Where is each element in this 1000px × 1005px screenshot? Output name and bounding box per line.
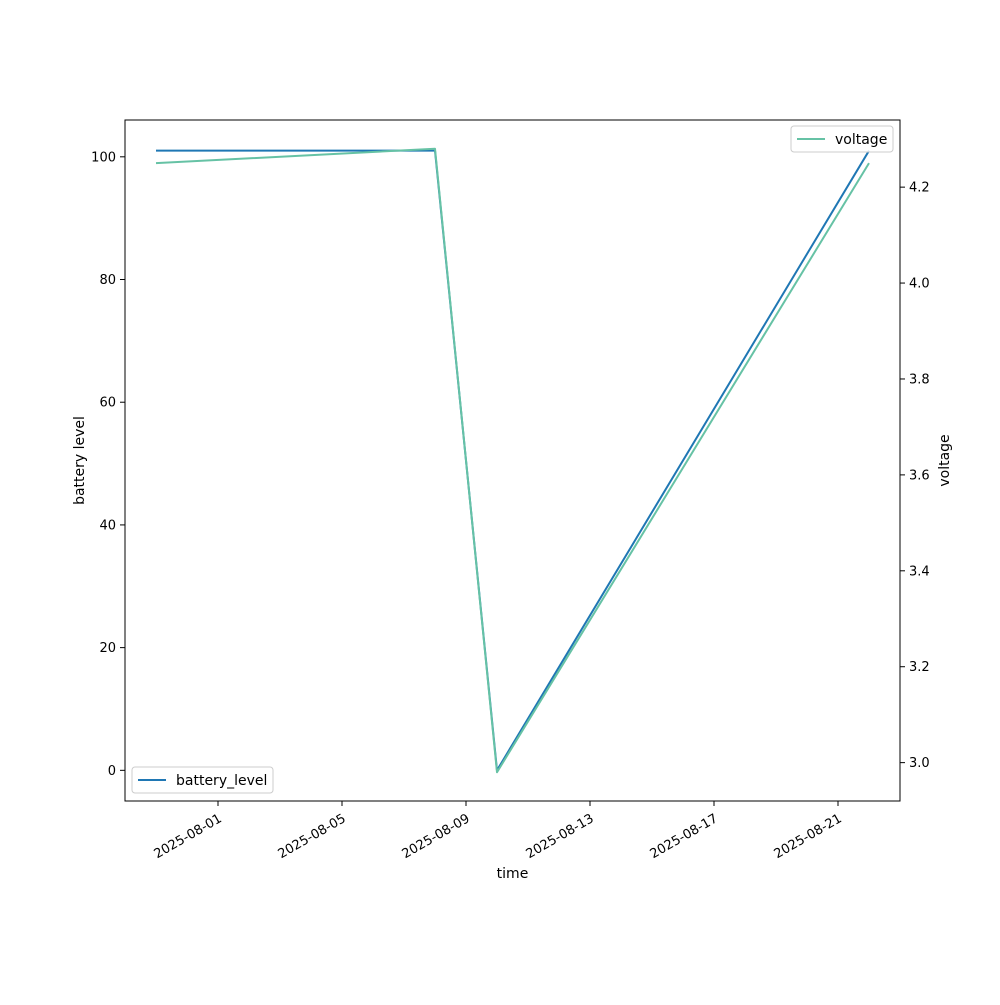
y-tick-label: 60 <box>99 396 116 411</box>
y-tick-label: 80 <box>99 273 116 288</box>
legend-label-battery-level: battery_level <box>176 773 267 789</box>
series-line-voltage <box>155 147 870 774</box>
plot-area-frame <box>124 119 901 802</box>
legend-box <box>131 766 274 794</box>
right-y-axis-ticks: 3.0 3.2 3.4 3.6 3.8 4.0 4.2 <box>900 181 930 771</box>
y-tick-label: 20 <box>99 641 116 656</box>
x-axis-label: time <box>497 866 529 882</box>
y2-tick-label: 3.4 <box>909 564 930 579</box>
legend-voltage: voltage <box>790 125 894 153</box>
legend-battery-level: battery_level <box>131 766 274 794</box>
right-y-axis-label: voltage <box>937 434 953 486</box>
y2-tick-label: 3.0 <box>909 756 930 771</box>
legend-label-voltage: voltage <box>835 132 887 148</box>
y2-tick-label: 3.2 <box>909 660 930 675</box>
legend-box <box>790 125 894 153</box>
x-tick-label: 2025-08-13 <box>524 811 597 862</box>
x-tick-label: 2025-08-21 <box>772 811 845 862</box>
y2-tick-label: 4.2 <box>909 181 930 196</box>
series-line-battery-level <box>156 149 870 772</box>
x-tick-label: 2025-08-17 <box>648 811 721 862</box>
y2-tick-label: 3.6 <box>909 468 930 483</box>
y2-tick-label: 4.0 <box>909 277 930 292</box>
x-tick-label: 2025-08-05 <box>276 811 349 862</box>
y-tick-label: 0 <box>108 764 116 779</box>
series-layer <box>155 147 870 774</box>
left-y-axis-ticks: 0 20 40 60 80 100 <box>91 150 125 779</box>
left-y-axis-label: battery level <box>72 416 88 505</box>
y-tick-label: 40 <box>99 518 116 533</box>
y2-tick-label: 3.8 <box>909 372 930 387</box>
x-tick-label: 2025-08-09 <box>400 811 473 862</box>
y-tick-label: 100 <box>91 150 116 165</box>
x-tick-label: 2025-08-01 <box>152 811 225 862</box>
x-axis-ticks: 2025-08-01 2025-08-05 2025-08-09 2025-08-13… <box>152 801 845 862</box>
